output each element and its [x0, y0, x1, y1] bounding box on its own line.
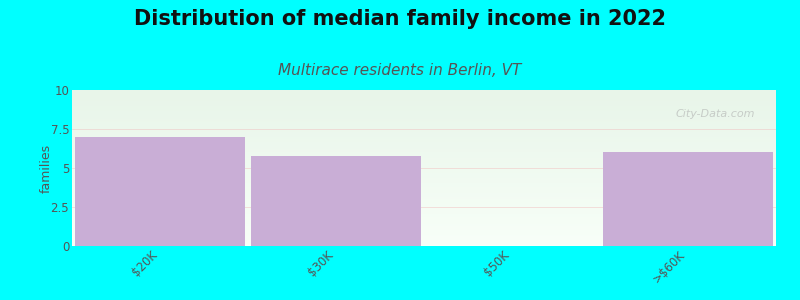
Y-axis label: families: families: [40, 143, 53, 193]
Text: Multirace residents in Berlin, VT: Multirace residents in Berlin, VT: [278, 63, 522, 78]
Text: Distribution of median family income in 2022: Distribution of median family income in …: [134, 9, 666, 29]
Bar: [74, 137, 246, 246]
Bar: [602, 152, 774, 246]
Bar: [250, 155, 422, 246]
Text: City-Data.com: City-Data.com: [675, 109, 755, 119]
